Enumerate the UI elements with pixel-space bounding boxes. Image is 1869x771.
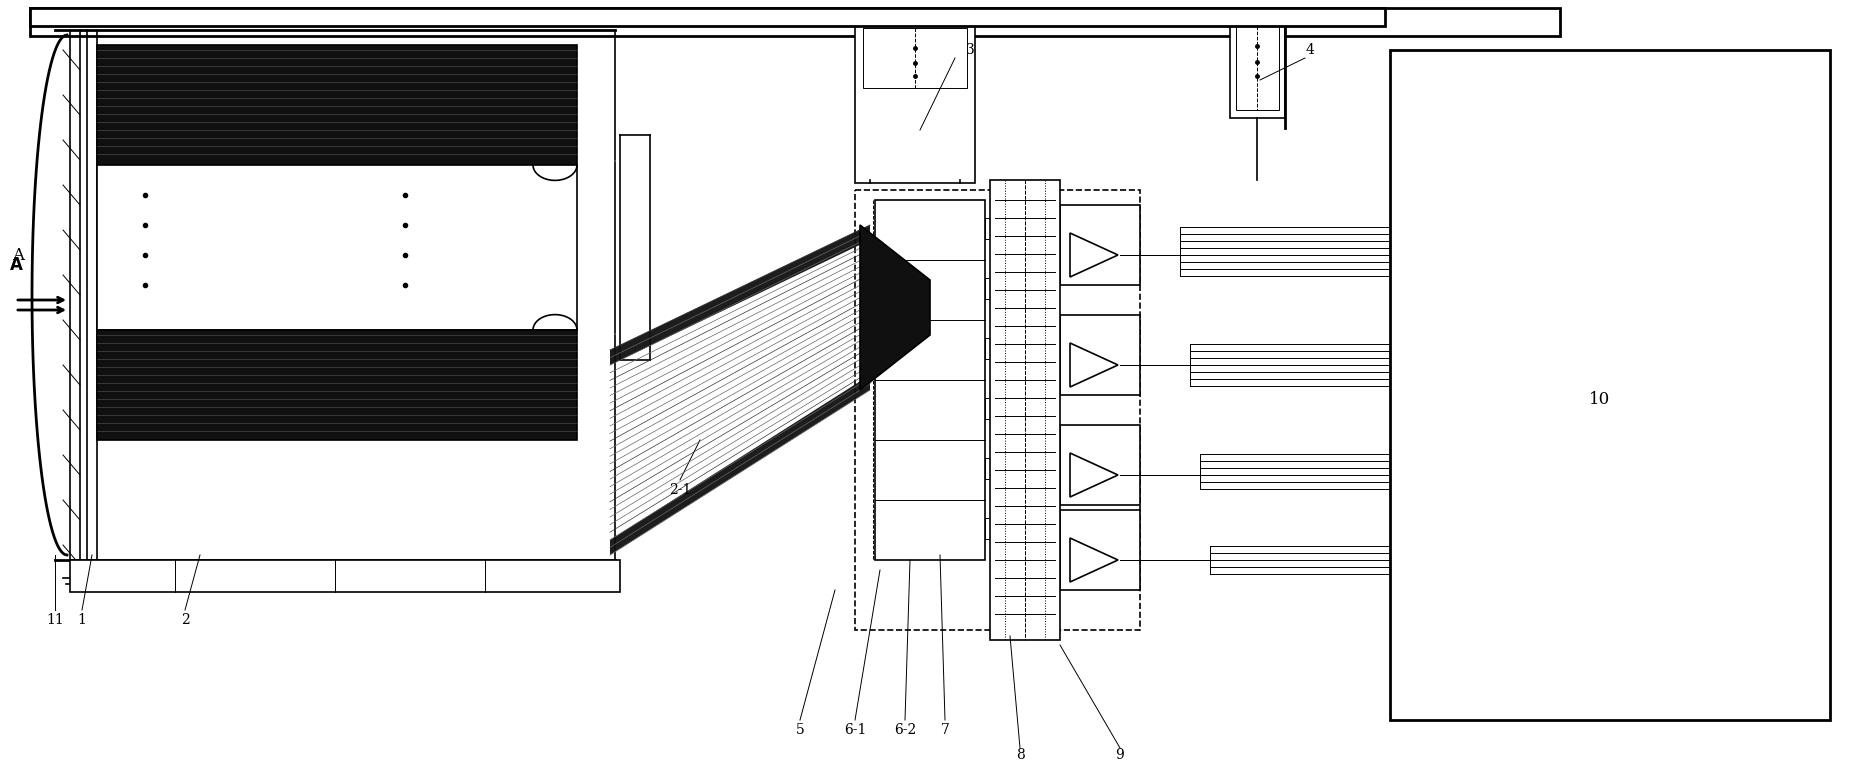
Bar bbox=[991, 401, 1020, 416]
Bar bbox=[991, 180, 1060, 640]
Bar bbox=[1060, 425, 1140, 505]
Polygon shape bbox=[609, 225, 869, 365]
Text: 10: 10 bbox=[1589, 392, 1611, 409]
Bar bbox=[1024, 463, 1050, 474]
Bar bbox=[985, 338, 1024, 359]
Bar bbox=[69, 560, 621, 592]
Bar bbox=[1060, 205, 1140, 285]
Bar bbox=[1230, 18, 1286, 118]
Text: 6-1: 6-1 bbox=[843, 723, 865, 737]
Bar bbox=[991, 341, 1020, 356]
Text: 5: 5 bbox=[796, 723, 804, 737]
Bar bbox=[30, 8, 1385, 26]
Bar bbox=[1024, 403, 1050, 414]
Bar bbox=[991, 461, 1020, 476]
Bar bbox=[985, 518, 1024, 539]
Bar bbox=[991, 221, 1020, 236]
Bar bbox=[854, 190, 1140, 630]
Bar bbox=[1391, 50, 1830, 720]
Polygon shape bbox=[1069, 343, 1118, 387]
Bar bbox=[863, 28, 966, 88]
Text: A: A bbox=[11, 247, 24, 264]
Bar bbox=[30, 8, 1561, 36]
Bar bbox=[875, 200, 985, 560]
Text: A: A bbox=[9, 256, 22, 274]
Bar bbox=[985, 218, 1024, 239]
Bar bbox=[97, 330, 578, 440]
Text: 2-1: 2-1 bbox=[669, 483, 692, 497]
Bar bbox=[1024, 283, 1050, 294]
Bar bbox=[1024, 523, 1050, 534]
Text: 9: 9 bbox=[1116, 748, 1125, 762]
Bar bbox=[985, 458, 1024, 479]
Bar bbox=[991, 521, 1020, 536]
Bar bbox=[1024, 343, 1050, 354]
Bar bbox=[854, 18, 976, 183]
Bar bbox=[991, 281, 1020, 296]
Polygon shape bbox=[1069, 453, 1118, 497]
Bar bbox=[985, 278, 1024, 299]
Text: 7: 7 bbox=[940, 723, 949, 737]
Bar bbox=[97, 165, 578, 330]
Bar bbox=[1060, 510, 1140, 590]
Text: 2: 2 bbox=[181, 613, 189, 627]
Polygon shape bbox=[1069, 538, 1118, 582]
Text: 3: 3 bbox=[966, 43, 974, 57]
Bar bbox=[985, 398, 1024, 419]
Bar bbox=[1235, 26, 1278, 110]
Text: 1: 1 bbox=[77, 613, 86, 627]
Text: 4: 4 bbox=[1306, 43, 1314, 57]
Polygon shape bbox=[609, 375, 869, 555]
Polygon shape bbox=[1069, 233, 1118, 277]
Text: 11: 11 bbox=[47, 613, 64, 627]
Bar bbox=[97, 45, 578, 165]
Bar bbox=[1060, 315, 1140, 395]
Text: 8: 8 bbox=[1015, 748, 1024, 762]
Text: 6-2: 6-2 bbox=[893, 723, 916, 737]
Bar bbox=[1024, 223, 1050, 234]
Polygon shape bbox=[860, 225, 931, 390]
